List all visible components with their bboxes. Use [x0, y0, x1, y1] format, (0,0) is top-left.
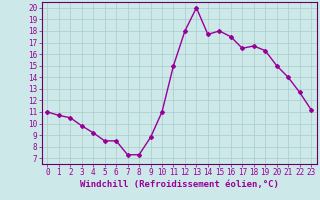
X-axis label: Windchill (Refroidissement éolien,°C): Windchill (Refroidissement éolien,°C) [80, 180, 279, 189]
